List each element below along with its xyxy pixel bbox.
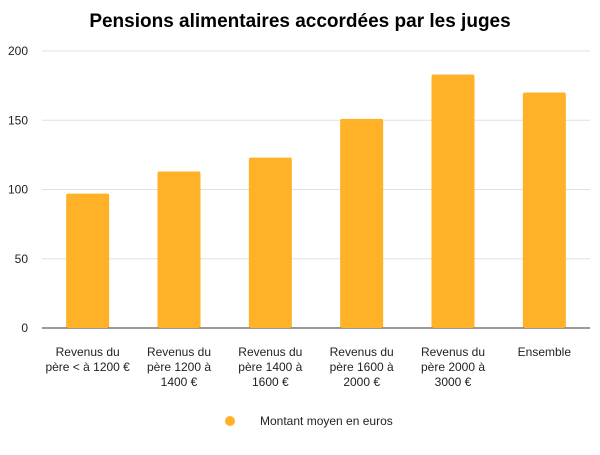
x-tick-label: Revenus du père 1400 à 1600 € [238,345,302,389]
y-tick-label: 0 [21,321,28,335]
y-tick-label: 50 [15,252,29,266]
y-tick-label: 200 [8,44,28,58]
legend-marker [225,416,235,426]
bar [157,171,201,328]
x-tick-label: Revenus du père 1200 à 1400 € [147,345,211,389]
x-tick-label: Revenus du père 2000 à 3000 € [421,345,485,389]
bar [431,74,475,328]
bar [248,157,292,328]
bar [340,118,384,329]
y-tick-label: 150 [8,113,28,127]
legend-label: Montant moyen en euros [260,414,393,428]
legend: Montant moyen en euros [225,414,393,428]
bar [522,92,566,328]
y-tick-label: 100 [8,183,28,197]
bar [66,193,110,328]
x-tick-label: Revenus du père < à 1200 € [45,345,130,374]
chart-title: Pensions alimentaires accordées par les … [89,11,510,32]
x-tick-label: Ensemble [518,345,572,359]
x-tick-label: Revenus du père 1600 à 2000 € [330,345,394,389]
